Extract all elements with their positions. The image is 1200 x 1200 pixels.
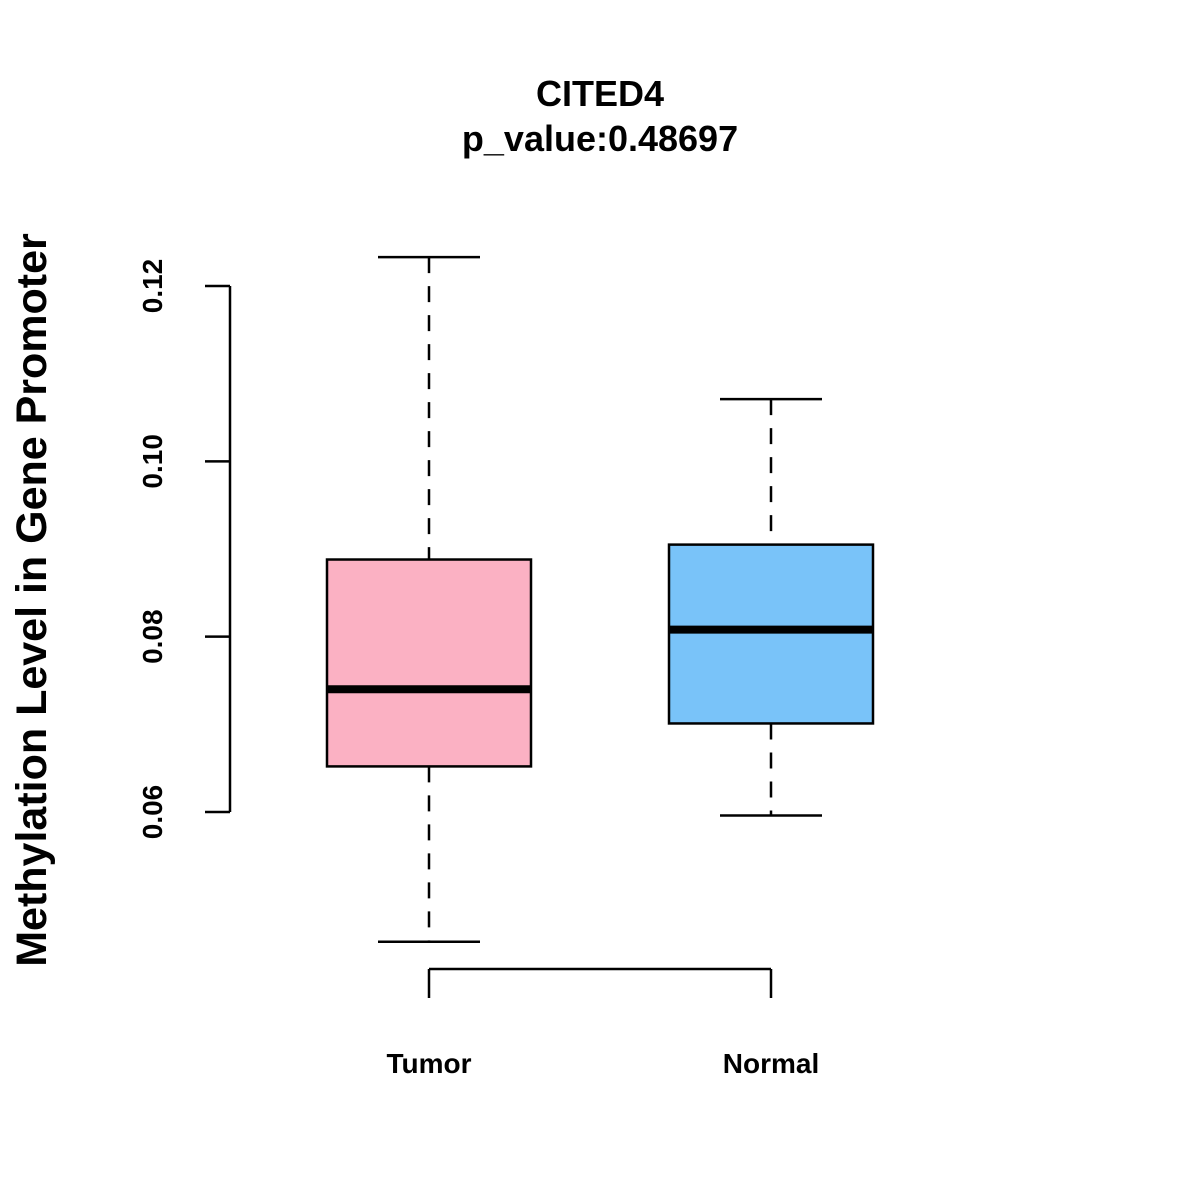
y-tick-label: 0.08	[137, 609, 168, 664]
y-axis-label: Methylation Level in Gene Promoter	[8, 233, 56, 967]
boxes	[325, 255, 875, 943]
x-tick-label: Tumor	[386, 1048, 471, 1079]
iqr-box	[325, 558, 533, 768]
chart-subtitle: p_value:0.48697	[462, 118, 738, 159]
y-tick-label: 0.10	[137, 434, 168, 489]
y-axis: 0.06 0.08 0.10 0.12	[137, 259, 232, 840]
x-tick-label: Normal	[723, 1048, 819, 1079]
iqr-box	[667, 543, 875, 725]
y-tick-label: 0.06	[137, 785, 168, 840]
box-tumor	[325, 255, 533, 943]
y-tick-label: 0.12	[137, 259, 168, 314]
x-axis: Tumor Normal	[386, 967, 819, 1079]
box-normal	[667, 397, 875, 817]
chart-title: CITED4	[536, 73, 664, 114]
